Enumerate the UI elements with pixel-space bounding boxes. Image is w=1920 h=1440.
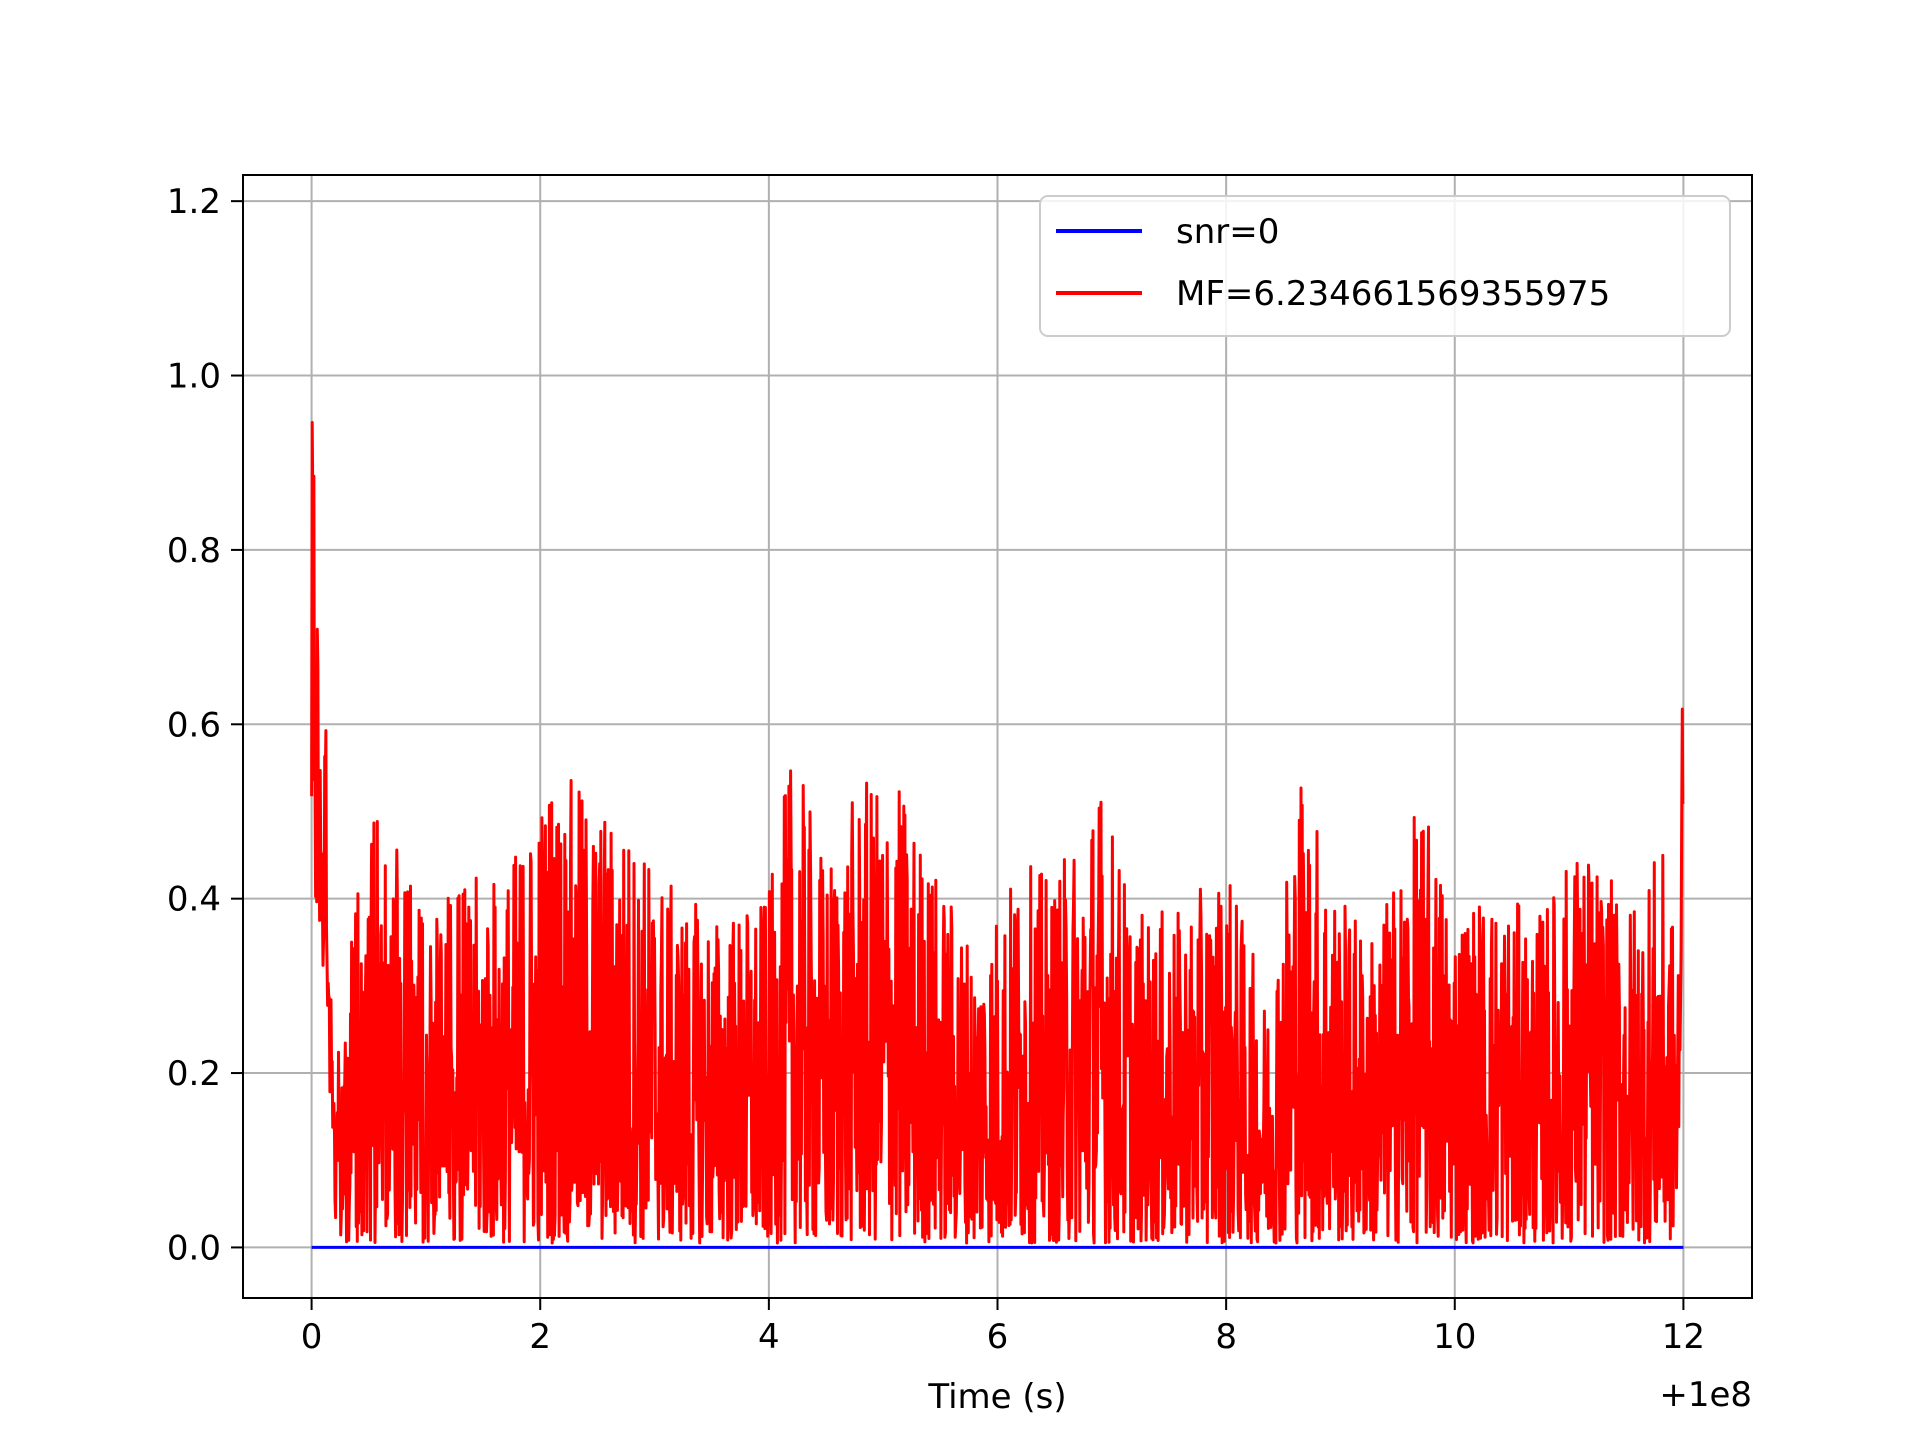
y-tick-label: 0.4 (167, 880, 221, 920)
x-tick-label: 6 (987, 1317, 1009, 1357)
y-tick-label: 1.2 (167, 182, 221, 222)
x-tick-label: 10 (1433, 1317, 1476, 1357)
ticks: 0 2 4 6 8 10 12 0.0 0.2 0.4 0.6 0.8 1.0 1.2 (167, 182, 1705, 1357)
x-axis-label: Time (s) (927, 1377, 1066, 1417)
x-tick-label: 0 (301, 1317, 323, 1357)
x-tick-label: 12 (1662, 1317, 1705, 1357)
series-line-1 (310, 421, 1685, 1245)
x-tick-label: 4 (758, 1317, 780, 1357)
legend-label: MF=6.234661569355975 (1176, 274, 1610, 314)
legend-label: snr=0 (1176, 212, 1279, 252)
legend: snr=0 MF=6.234661569355975 (1039, 195, 1731, 337)
y-tick-label: 1.0 (167, 357, 221, 397)
x-tick-label: 8 (1215, 1317, 1237, 1357)
y-tick-label: 0.6 (167, 705, 221, 745)
y-tick-label: 0.0 (167, 1228, 221, 1268)
y-tick-label: 0.8 (167, 531, 221, 571)
x-tick-label: 2 (529, 1317, 551, 1357)
x-offset-label: +1e8 (1659, 1375, 1752, 1415)
y-tick-label: 0.2 (167, 1054, 221, 1094)
series-lines (310, 421, 1685, 1249)
legend-box (1039, 195, 1731, 337)
